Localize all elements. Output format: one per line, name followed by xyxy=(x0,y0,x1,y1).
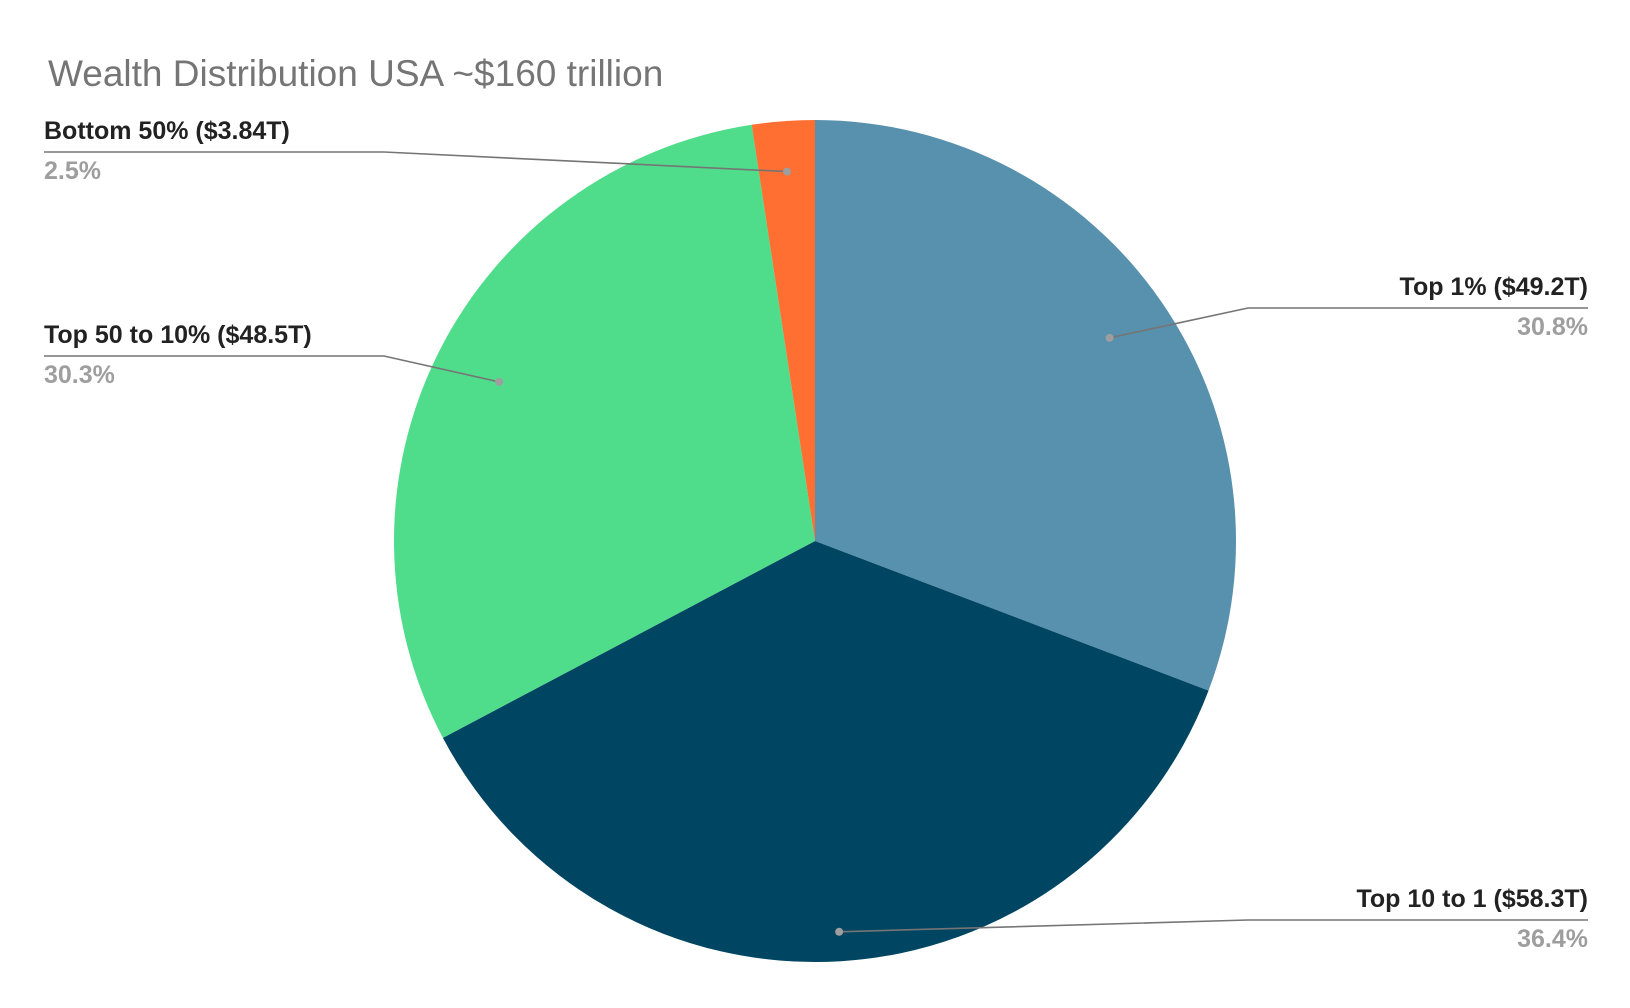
leader-dot xyxy=(835,927,844,936)
chart-title: Wealth Distribution USA ~$160 trillion xyxy=(48,53,663,94)
leader-line xyxy=(1109,307,1588,339)
leader-dot xyxy=(495,377,504,386)
leader-line xyxy=(839,919,1588,933)
slice-percent-label: 2.5% xyxy=(44,157,101,185)
pie-slice-top-10-to-1-58-3t xyxy=(442,541,1209,963)
pie-slices xyxy=(393,120,1237,963)
slice-name-label: Top 10 to 1 ($58.3T) xyxy=(1356,885,1588,913)
slice-name-label: Top 1% ($49.2T) xyxy=(1400,273,1588,301)
leader-line xyxy=(44,151,788,173)
leader-dot xyxy=(1105,333,1114,342)
slice-percent-label: 36.4% xyxy=(1517,925,1588,953)
pie-slice-top-50-to-10-48-5t xyxy=(393,124,815,738)
slice-name-label: Top 50 to 10% ($48.5T) xyxy=(44,321,312,349)
leader-line xyxy=(44,355,500,383)
pie-slice-bottom-50-3-84t xyxy=(751,120,815,541)
slice-percent-label: 30.3% xyxy=(44,361,115,389)
slice-name-label: Bottom 50% ($3.84T) xyxy=(44,117,290,145)
slice-labels: Top 1% ($49.2T) 30.8% Top 10 to 1 ($58.3T)… xyxy=(44,117,1588,953)
slice-label-bottom-50-3-84t: Bottom 50% ($3.84T) 2.5% xyxy=(44,117,792,185)
leader-dot xyxy=(783,167,792,176)
slice-label-top-10-to-1-58-3t: Top 10 to 1 ($58.3T) 36.4% xyxy=(835,885,1588,953)
pie-slice-top-1-49-2t xyxy=(815,120,1237,691)
slice-label-top-50-to-10-48-5t: Top 50 to 10% ($48.5T) 30.3% xyxy=(44,321,504,389)
slice-label-top-1-49-2t: Top 1% ($49.2T) 30.8% xyxy=(1105,273,1588,342)
slice-percent-label: 30.8% xyxy=(1517,313,1588,341)
